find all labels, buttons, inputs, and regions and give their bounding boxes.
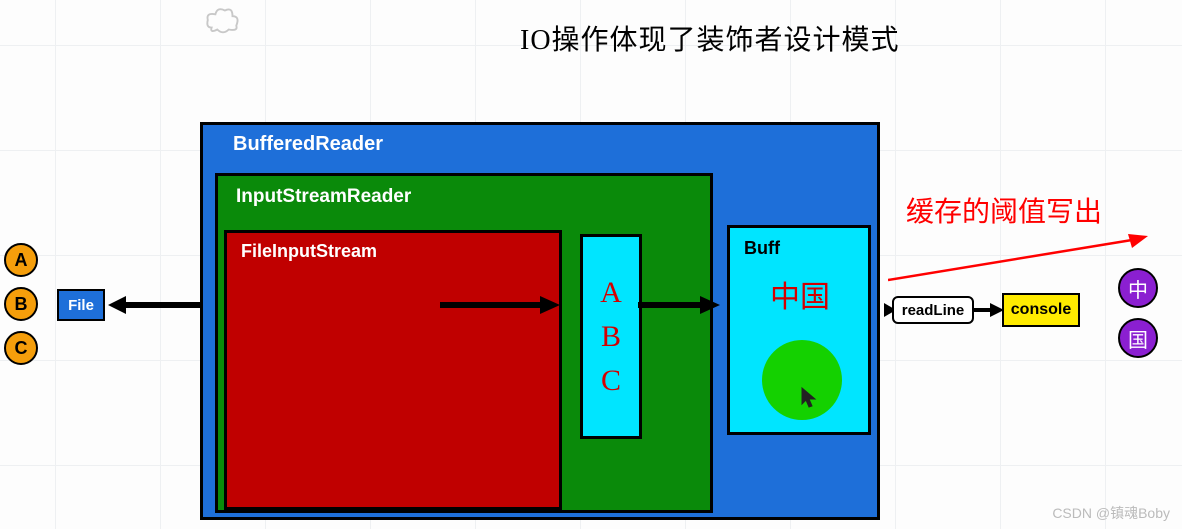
buff-box: Buff 中国 [727, 225, 871, 435]
inputstreamreader-box: InputStreamReader FileInputStream A B C [215, 173, 713, 513]
char-b: B [601, 320, 621, 354]
page-title: IO操作体现了装饰者设计模式 [520, 18, 900, 58]
char-c: C [601, 364, 621, 398]
threshold-note: 缓存的阈值写出 [906, 190, 1102, 230]
arrow-fis-to-abc [440, 292, 560, 318]
output-char-2: 国 [1118, 318, 1158, 358]
fileinputstream-label: FileInputStream [241, 241, 377, 262]
input-byte-a: A [4, 243, 38, 277]
fileinputstream-box: FileInputStream [224, 230, 562, 510]
console-box: console [1002, 293, 1080, 327]
file-box: File [57, 289, 105, 321]
arrow-readline-to-console [974, 300, 1004, 320]
buff-text: 中国 [770, 272, 830, 316]
readline-box: readLine [892, 296, 974, 324]
char-a: A [600, 276, 622, 310]
input-byte-c: C [4, 331, 38, 365]
input-byte-b: B [4, 287, 38, 321]
cloud-icon [204, 4, 242, 36]
arrow-abc-to-buff [638, 292, 720, 318]
arrow-fis-to-file [108, 292, 202, 318]
inputstreamreader-label: InputStreamReader [236, 186, 411, 208]
arrow-threshold [888, 228, 1148, 288]
buff-label: Buff [744, 238, 780, 259]
buffered-reader-box: BufferedReader InputStreamReader FileInp… [200, 122, 880, 520]
watermark: CSDN @镇魂Boby [1052, 503, 1170, 523]
buffered-reader-label: BufferedReader [233, 133, 383, 156]
cursor-icon [800, 386, 820, 414]
char-buffer-box: A B C [580, 234, 642, 439]
